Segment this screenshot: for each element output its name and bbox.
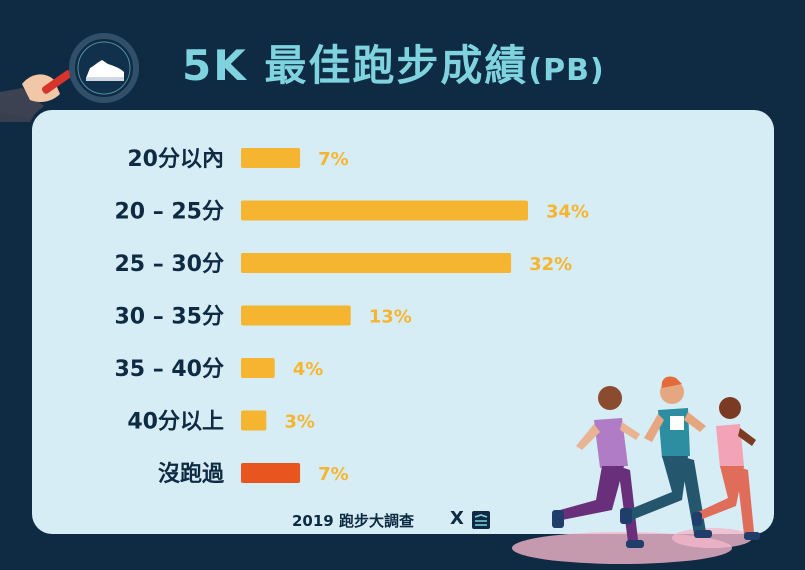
title-suffix: (PB) — [528, 53, 605, 88]
footer-text: 2019 跑步大調查 — [292, 512, 414, 530]
magnifier-shoe-icon — [0, 33, 139, 122]
value-label: 32% — [529, 254, 572, 275]
bar-chart: 20分以內 7% 20 – 25分 34% 25 – 30分 32% 30 – 35分 13%… — [114, 147, 589, 487]
footer: 2019 跑步大調查 X — [292, 508, 522, 532]
running-notes-logo — [472, 511, 490, 529]
value-label: 7% — [318, 149, 349, 170]
runners-illustration — [512, 376, 760, 564]
value-label: 4% — [293, 359, 324, 380]
value-label: 7% — [318, 464, 349, 485]
category-label: 沒跑過 — [158, 461, 225, 487]
category-label: 20 – 25分 — [114, 200, 224, 225]
value-label: 34% — [546, 202, 589, 223]
bar — [241, 305, 351, 326]
bar — [241, 358, 275, 378]
bar — [241, 253, 512, 273]
category-label: 25 – 30分 — [114, 252, 224, 277]
chart-panel: 20分以內 7% 20 – 25分 34% 25 – 30分 32% 30 – 35分 13%… — [32, 110, 774, 564]
page-title: 5K 最佳跑步成績(PB) — [182, 32, 605, 93]
bar — [241, 148, 301, 168]
value-label: 3% — [284, 412, 315, 433]
footer-x: X — [450, 508, 464, 529]
bar — [241, 410, 267, 431]
category-label: 40分以上 — [127, 410, 224, 435]
title-main: 5K 最佳跑步成績 — [182, 41, 529, 90]
bar — [241, 463, 301, 483]
category-label: 35 – 40分 — [114, 357, 224, 382]
value-label: 13% — [369, 307, 412, 328]
category-label: 30 – 35分 — [114, 305, 224, 330]
bar — [241, 200, 528, 221]
header: 5K 最佳跑步成績(PB) — [0, 22, 805, 122]
category-label: 20分以內 — [127, 147, 224, 172]
